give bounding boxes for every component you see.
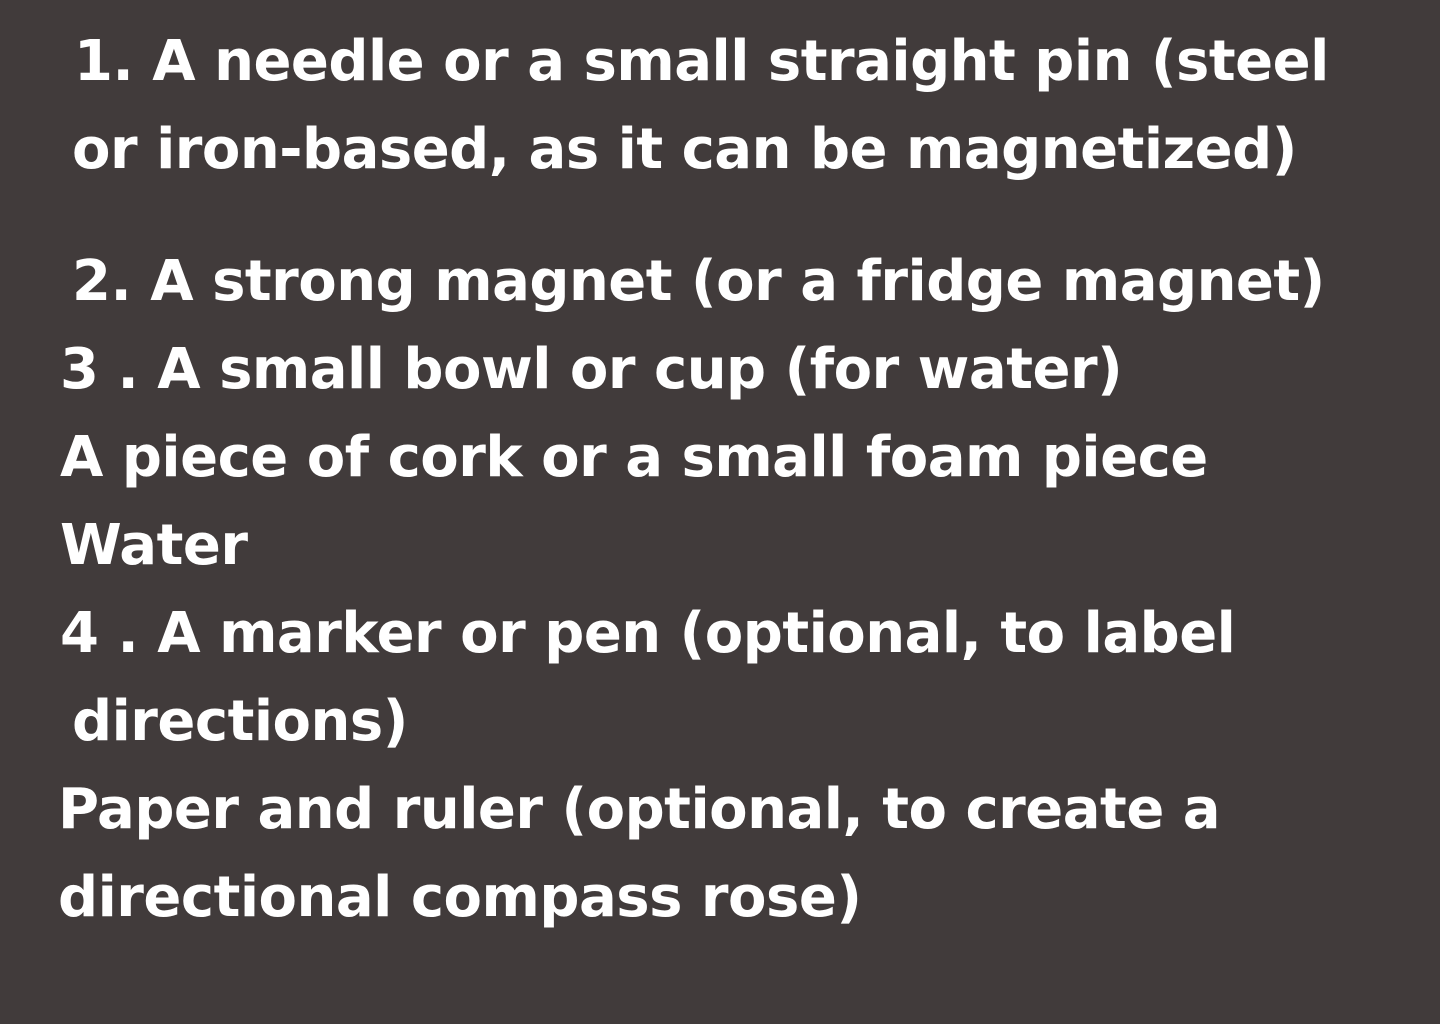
item-1-line-2: or iron-based, as it can be magnetized) — [72, 117, 1297, 182]
item-4-line-2: directions) — [72, 689, 408, 754]
water-line: Water — [60, 513, 248, 578]
paper-ruler-line-2: directional compass rose) — [58, 865, 862, 930]
item-1-line-1: 1. A needle or a small straight pin (ste… — [74, 29, 1329, 94]
item-2-line: 2. A strong magnet (or a fridge magnet) — [72, 249, 1325, 314]
paper-ruler-line-1: Paper and ruler (optional, to create a — [58, 777, 1221, 842]
cork-line: A piece of cork or a small foam piece — [60, 425, 1208, 490]
item-3-line: 3 . A small bowl or cup (for water) — [60, 337, 1123, 402]
item-4-line-1: 4 . A marker or pen (optional, to label — [60, 601, 1236, 666]
